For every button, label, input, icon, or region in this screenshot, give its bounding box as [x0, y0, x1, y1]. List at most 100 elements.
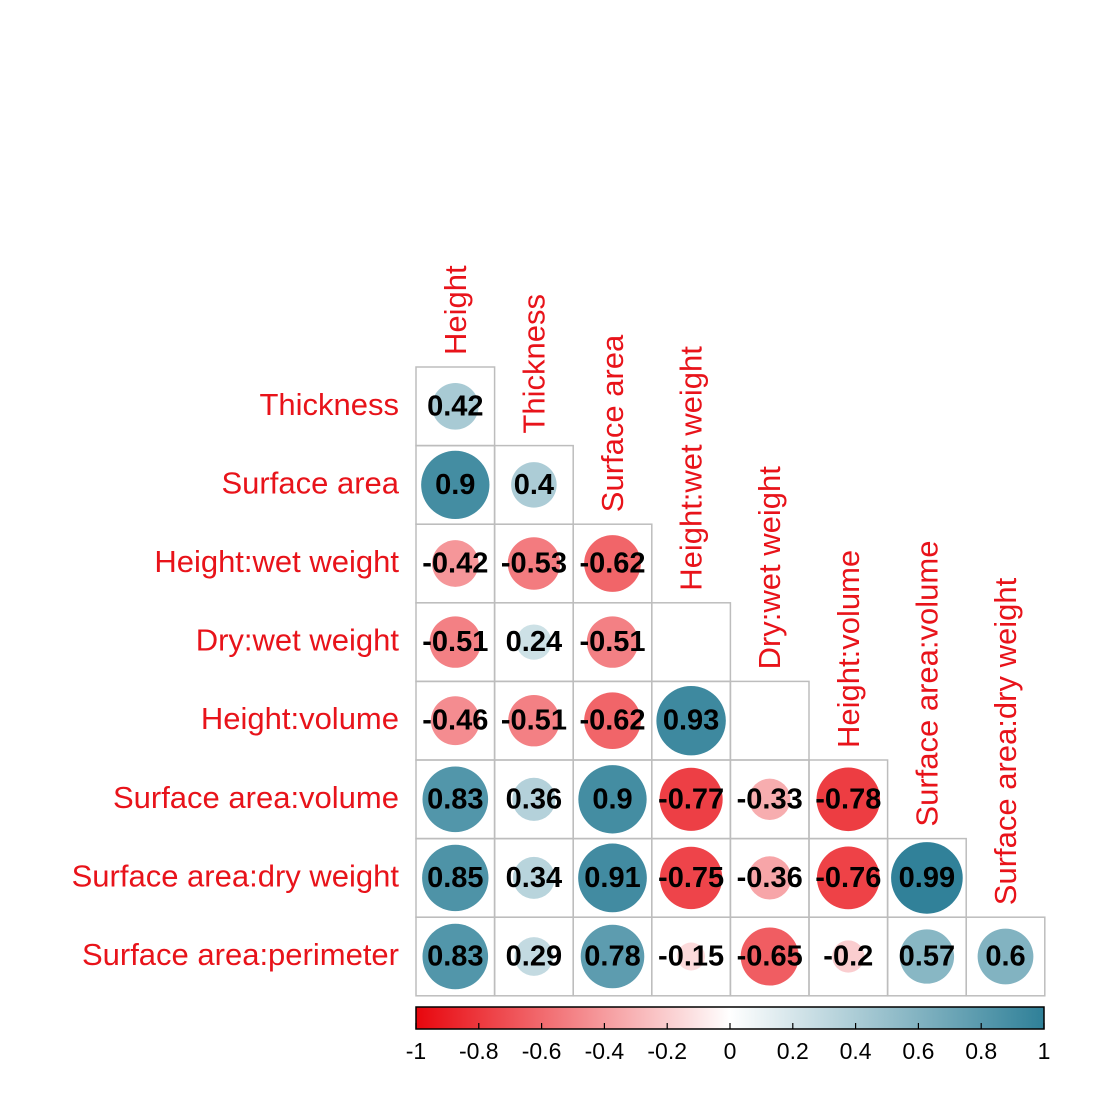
row-label: Surface area:dry weight	[72, 858, 400, 893]
color-legend-tick-label: -1	[406, 1038, 426, 1064]
color-legend-tick-label: 0.8	[965, 1038, 997, 1064]
correlation-value-label: 0.91	[584, 862, 640, 894]
row-label: Height:wet weight	[154, 544, 399, 579]
correlation-value-label: 0.42	[427, 390, 483, 422]
correlation-value-label: -0.51	[501, 705, 567, 737]
correlation-value-label: -0.15	[658, 941, 724, 973]
correlation-value-label: -0.76	[815, 862, 881, 894]
correlation-circle	[514, 937, 554, 976]
correlation-value-label: 0.78	[584, 941, 640, 973]
correlation-value-label: 0.4	[514, 469, 554, 501]
color-legend-tick-label: 0.2	[777, 1038, 809, 1064]
correlation-value-label: -0.53	[501, 548, 567, 580]
row-label-layer: Thickness Surface area Height:wet weight Dr…	[72, 387, 400, 972]
correlation-value-label: 0.9	[435, 469, 475, 501]
correlation-circle	[431, 382, 479, 430]
correlation-circle	[431, 540, 479, 587]
correlation-value-label: 0.93	[663, 705, 719, 737]
correlation-circle	[578, 843, 647, 913]
correlation-value-label: -0.33	[737, 783, 803, 815]
correlation-circle	[422, 923, 489, 990]
grid-layer	[415, 366, 1046, 997]
row-label: Dry:wet weight	[196, 623, 400, 658]
column-label: Surface area:volume	[909, 541, 944, 827]
column-label-layer: Height Thickness Surface area Height:wet we…	[438, 265, 1023, 905]
color-legend-tick-label: 0	[724, 1038, 737, 1064]
column-label: Dry:wet weight	[752, 466, 787, 670]
correlation-circle	[659, 767, 723, 831]
column-label: Height:wet weight	[674, 346, 709, 591]
column-label: Height	[438, 265, 473, 355]
correlation-value-label: -0.78	[815, 783, 881, 815]
grid-cell	[965, 916, 1046, 997]
row-label: Thickness	[259, 387, 399, 422]
correlation-value-label: 0.57	[899, 941, 955, 973]
correlation-value-label: -0.77	[658, 783, 724, 815]
correlation-circle	[656, 685, 726, 756]
correlation-circle	[578, 765, 647, 834]
correlation-value-label: -0.62	[579, 548, 645, 580]
correlation-value-label: 0.36	[506, 783, 562, 815]
correlation-circle	[422, 766, 489, 833]
correlation-value-label: 0.34	[506, 862, 562, 894]
correlation-circle	[516, 624, 552, 660]
correlation-value-label: 0.85	[427, 862, 483, 894]
correlation-circle	[816, 767, 881, 832]
correlation-circle	[740, 927, 799, 986]
correlation-circle	[512, 856, 555, 899]
correlation-value-label: -0.75	[658, 862, 724, 894]
correlation-value-label: -0.46	[422, 705, 488, 737]
correlation-circle	[422, 844, 489, 912]
correlation-value-label: -0.51	[422, 626, 488, 658]
correlation-value-label: 0.6	[985, 941, 1025, 973]
correlation-circle	[816, 846, 880, 910]
correlation-circle	[832, 940, 865, 973]
correlation-circle	[511, 462, 557, 508]
correlation-value-label: 0.24	[506, 626, 562, 658]
circle-layer	[421, 382, 1034, 990]
correlation-circle	[580, 924, 645, 989]
color-legend-tick-label: -0.8	[459, 1038, 499, 1064]
correlation-value-label: -0.36	[737, 862, 803, 894]
correlation-circle	[584, 535, 641, 592]
correlation-value-label: 0.29	[506, 941, 562, 973]
correlation-value-label: -0.2	[823, 941, 873, 973]
correlation-circle	[421, 450, 490, 520]
correlation-value-label: -0.65	[737, 941, 803, 973]
color-legend-tick-label: 1	[1038, 1038, 1051, 1064]
correlation-circle	[977, 928, 1034, 985]
column-label: Height:volume	[831, 550, 866, 748]
correlation-value-label: 0.83	[427, 783, 483, 815]
row-label: Surface area:volume	[113, 780, 399, 815]
correlation-circle	[508, 694, 560, 747]
grid-cell	[729, 680, 810, 761]
correlation-circle	[891, 842, 963, 914]
correlation-value-label: -0.42	[422, 548, 488, 580]
column-label: Surface area:dry weight	[988, 577, 1023, 905]
correlation-circle	[429, 616, 482, 668]
column-label: Surface area	[595, 334, 630, 512]
correlation-circle	[512, 777, 556, 821]
correlation-circle	[430, 696, 480, 746]
correlation-value-label: 0.99	[899, 862, 955, 894]
column-label: Thickness	[516, 294, 551, 434]
correlation-circle	[749, 778, 791, 820]
correlation-circle	[748, 856, 792, 900]
correlation-circle	[584, 692, 641, 750]
correlation-circle	[899, 929, 955, 984]
color-legend-tick-label: -0.6	[522, 1038, 562, 1064]
correlation-value-label: 0.9	[592, 783, 632, 815]
grid-cell	[651, 602, 732, 683]
correlation-value-label: -0.62	[579, 705, 645, 737]
color-legend-ticks: -1 -0.8 -0.6 -0.4 -0.2 0 0.2 0.4 0.6 0.8 1	[406, 1023, 1051, 1064]
correlation-circle	[586, 616, 639, 668]
row-label: Surface area	[222, 465, 400, 500]
color-legend-tick-label: -0.2	[647, 1038, 687, 1064]
color-legend-tick-label: 0.6	[902, 1038, 934, 1064]
row-label: Surface area:perimeter	[82, 937, 399, 972]
row-label: Height:volume	[201, 701, 399, 736]
correlation-circle	[677, 942, 706, 971]
correlation-circle	[659, 846, 723, 910]
color-legend: -1 -0.8 -0.6 -0.4 -0.2 0 0.2 0.4 0.6 0.8 1	[406, 1006, 1051, 1064]
